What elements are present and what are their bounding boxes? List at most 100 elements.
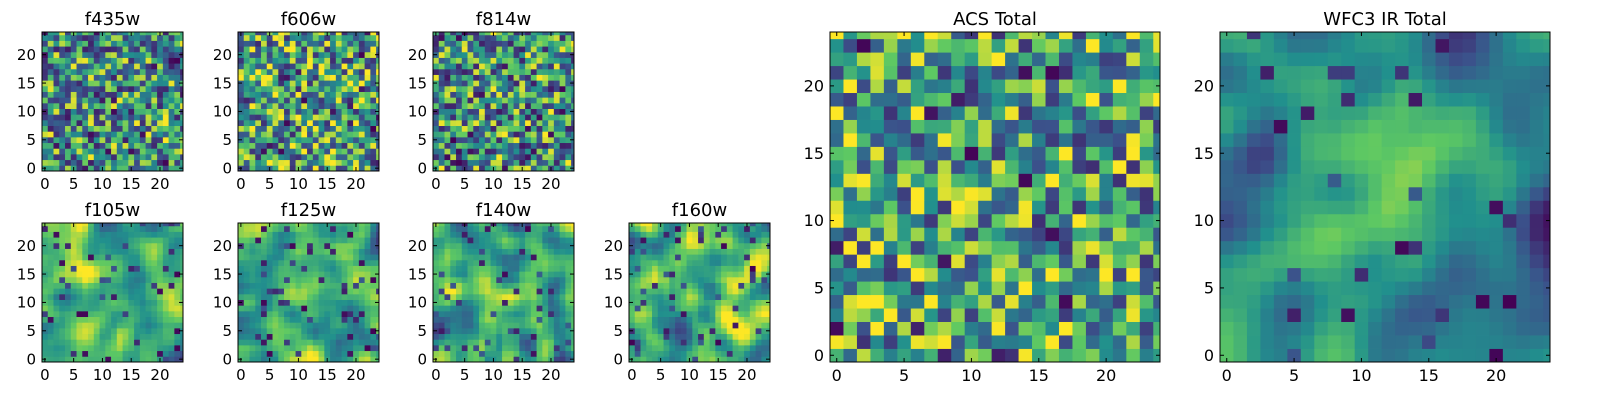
heatmap-cell	[99, 293, 106, 300]
heatmap-cell	[162, 148, 170, 155]
heatmap-cell	[82, 74, 89, 81]
heatmap-cell	[358, 51, 366, 58]
heatmap-cell	[272, 299, 279, 306]
heatmap-cell	[180, 316, 184, 323]
heatmap-cell	[376, 74, 380, 81]
heatmap-cell	[82, 108, 89, 115]
heatmap-cell	[629, 322, 636, 329]
heatmap-cell	[128, 333, 135, 340]
heatmap-cell	[680, 231, 687, 238]
heatmap-cell	[721, 299, 728, 306]
heatmap-cell	[111, 356, 118, 363]
heatmap-cell	[548, 142, 555, 149]
heatmap-cell	[525, 333, 532, 340]
heatmap-cell	[330, 356, 337, 363]
heatmap-cell	[490, 131, 497, 138]
heatmap-cell	[180, 40, 184, 47]
heatmap-cell	[358, 80, 366, 87]
heatmap-cell	[272, 46, 279, 53]
heatmap-cell	[513, 85, 520, 92]
heatmap-cell	[536, 131, 543, 138]
heatmap-cell	[180, 225, 184, 232]
heatmap-cell	[726, 299, 733, 306]
heatmap-cell	[295, 282, 302, 289]
heatmap-cell	[450, 288, 457, 295]
heatmap-cell	[53, 80, 60, 87]
heatmap-cell	[278, 136, 285, 144]
heatmap-cell	[47, 153, 54, 161]
heatmap-cell	[883, 335, 898, 349]
heatmap-cell	[330, 282, 337, 289]
heatmap-cell	[157, 142, 164, 149]
heatmap-cell	[99, 159, 106, 166]
heatmap-cell	[88, 344, 95, 352]
heatmap-cell	[238, 339, 245, 346]
heatmap-cell	[761, 350, 768, 357]
heatmap-cell	[289, 108, 296, 115]
heatmap-cell	[243, 333, 250, 340]
heatmap-cell	[646, 225, 653, 232]
heatmap-cell	[249, 119, 256, 127]
heatmap-cell	[128, 80, 135, 87]
heatmap-cell	[479, 223, 486, 227]
heatmap-cell	[82, 91, 89, 98]
heatmap-cell	[128, 142, 135, 149]
heatmap-cell	[744, 282, 751, 289]
heatmap-cell	[370, 40, 377, 47]
heatmap-cell	[59, 97, 66, 104]
heatmap-cell	[168, 131, 175, 138]
heatmap-cell	[519, 350, 526, 357]
heatmap-cell	[65, 327, 72, 335]
heatmap-cell	[473, 322, 480, 329]
heatmap-cell	[843, 254, 858, 269]
heatmap-cell	[99, 91, 106, 98]
heatmap-cell	[174, 265, 181, 272]
heatmap-cell	[330, 46, 337, 53]
heatmap-cell	[1005, 348, 1019, 363]
heatmap-cell	[519, 142, 526, 149]
heatmap-cell	[657, 322, 664, 329]
heatmap-cell	[675, 344, 682, 352]
heatmap-cell	[692, 339, 699, 346]
heatmap-cell	[536, 74, 543, 81]
heatmap-cell	[370, 119, 377, 127]
heatmap-cell	[565, 276, 572, 283]
heatmap-cell	[479, 231, 486, 238]
heatmap-cell	[289, 316, 296, 323]
heatmap-cell	[473, 108, 480, 115]
heatmap-cell	[703, 237, 710, 244]
heatmap-cell	[134, 242, 141, 249]
heatmap-cell	[347, 344, 354, 352]
heatmap-cell	[284, 153, 291, 161]
heatmap-cell	[278, 148, 285, 155]
heatmap-cell	[139, 63, 146, 70]
heatmap-cell	[59, 225, 66, 232]
y-tick-label: 0	[26, 159, 36, 177]
heatmap-cell	[1058, 227, 1073, 242]
heatmap-cell	[519, 131, 526, 138]
heatmap-cell	[433, 119, 440, 127]
heatmap-cell	[438, 148, 445, 155]
heatmap-cell	[318, 225, 325, 232]
heatmap-cell	[542, 327, 549, 335]
heatmap-cell	[473, 68, 480, 75]
heatmap-cell	[301, 299, 308, 306]
heatmap-cell	[307, 265, 314, 272]
heatmap-cell	[59, 282, 66, 289]
heatmap-cell	[507, 32, 514, 36]
heatmap-cell	[151, 125, 158, 132]
heatmap-cell	[93, 276, 100, 283]
heatmap-cell	[243, 231, 250, 238]
heatmap-cell	[168, 125, 175, 132]
heatmap-cell	[151, 293, 158, 300]
heatmap-cell	[629, 316, 636, 323]
heatmap-cell	[238, 159, 245, 166]
heatmap-cell	[318, 46, 325, 53]
heatmap-cell	[353, 159, 360, 166]
heatmap-cell	[284, 165, 291, 172]
heatmap-cell	[261, 153, 268, 161]
heatmap-cell	[910, 227, 925, 242]
heatmap-cell	[675, 259, 682, 266]
heatmap-cell	[312, 142, 319, 149]
heatmap-cell	[565, 242, 572, 249]
